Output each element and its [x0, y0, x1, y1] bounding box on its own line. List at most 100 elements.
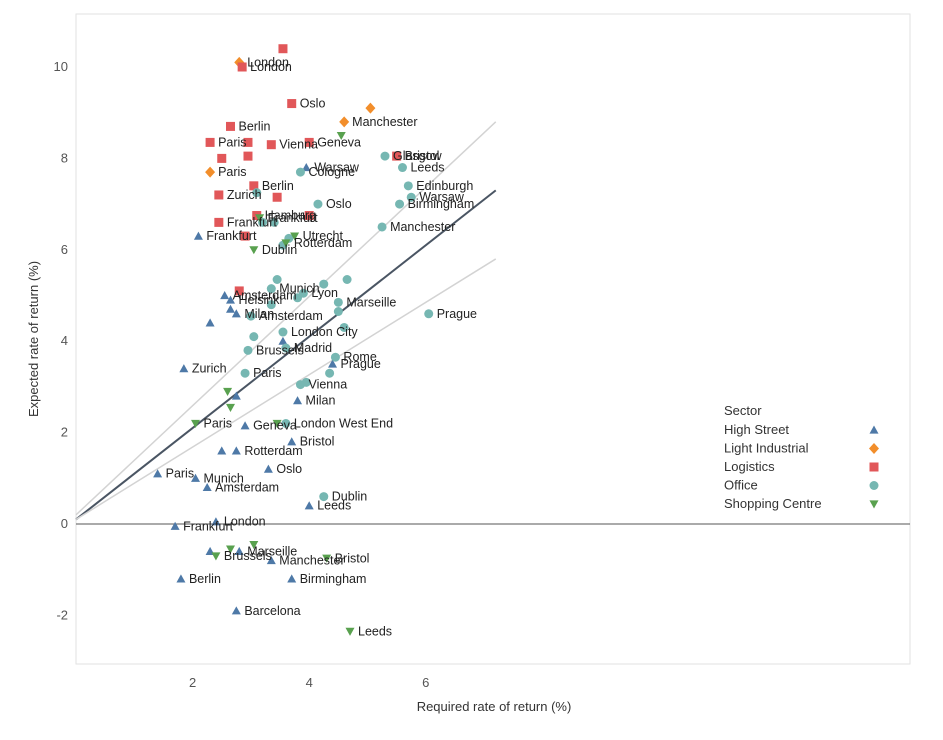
logistics-point	[304, 211, 314, 221]
office-point	[339, 322, 349, 332]
point-label: Leeds	[410, 161, 444, 175]
point-label: Zurich	[227, 188, 262, 202]
shopping-centre-point	[255, 214, 265, 223]
point-label: Barcelona	[244, 604, 300, 618]
reference-line	[75, 121, 497, 516]
office-point	[319, 492, 329, 502]
office-point	[313, 199, 323, 209]
point-label: Dublin	[262, 243, 297, 257]
logistics-point	[234, 286, 244, 296]
office-point	[397, 163, 407, 173]
point-label: Amsterdam	[259, 309, 323, 323]
x-tick-label: 4	[306, 675, 313, 690]
point-label: Utrecht	[303, 229, 344, 243]
shopping-centre-point	[249, 246, 259, 255]
high-street-point	[217, 446, 227, 455]
logistics-point	[240, 231, 250, 241]
point-label: Glasgow	[393, 149, 443, 163]
point-label: Amsterdam	[233, 289, 297, 303]
high-street-point	[240, 421, 250, 430]
office-point	[278, 327, 288, 337]
high-street-point	[225, 304, 235, 313]
point-label: Prague	[437, 307, 477, 321]
high-street-point	[191, 473, 201, 482]
logistics-point	[249, 181, 259, 191]
point-label: Bristol	[405, 149, 440, 163]
high-street-point	[234, 546, 244, 556]
shopping-centre-point	[281, 239, 291, 248]
y-tick-label: 8	[61, 150, 68, 165]
high-street-point	[328, 359, 338, 368]
point-label: Paris	[166, 467, 194, 481]
office-point	[424, 309, 434, 319]
logistics-point	[243, 137, 253, 147]
point-label: Bristol	[300, 435, 335, 449]
point-label: Paris	[253, 366, 281, 380]
shopping-centre-point	[336, 131, 346, 141]
shopping-centre-point	[191, 419, 201, 428]
high-street-point	[263, 464, 273, 473]
point-label: Leeds	[358, 624, 392, 638]
point-label: Manchester	[279, 554, 344, 568]
point-label: Paris	[204, 416, 232, 430]
office-point	[240, 368, 250, 378]
logistics-point	[214, 190, 224, 200]
logistics-point	[392, 151, 402, 161]
point-label: Cologne	[308, 165, 355, 179]
legend-marker	[869, 481, 879, 490]
point-label: Munich	[204, 471, 244, 485]
high-street-point	[304, 501, 314, 510]
y-tick-label: 10	[54, 59, 68, 74]
office-point	[319, 279, 329, 289]
logistics-point	[278, 44, 288, 54]
office-point	[246, 311, 256, 321]
office-point	[266, 284, 276, 294]
y-axis-ticks: -2 0 2 4 6 8 10	[54, 59, 68, 622]
legend-label: Light Industrial	[724, 441, 809, 456]
logistics-point	[304, 137, 314, 147]
point-label: Berlin	[238, 119, 270, 133]
logistics-point	[243, 151, 253, 161]
y-tick-label: 6	[61, 242, 68, 257]
point-label: Prague	[341, 357, 381, 371]
reference-line	[75, 189, 497, 521]
legend-marker	[869, 443, 879, 454]
point-label: Leeds	[317, 499, 351, 513]
point-label: Brussels	[224, 549, 272, 563]
point-label: Madrid	[294, 341, 332, 355]
high-street-point	[202, 482, 212, 492]
point-label: Birmingham	[300, 572, 367, 586]
office-point	[380, 151, 390, 161]
office-point	[281, 418, 291, 428]
point-label: Oslo	[276, 462, 302, 476]
legend-marker	[869, 425, 879, 434]
point-label: Rome	[343, 350, 376, 364]
point-label: Paris	[218, 165, 246, 179]
x-axis-ticks: 2 4 6	[189, 675, 429, 690]
high-street-point	[266, 556, 276, 565]
office-point	[342, 275, 352, 285]
high-street-point	[287, 574, 297, 583]
y-tick-label: -2	[56, 607, 68, 622]
y-tick-label: 0	[61, 516, 68, 531]
point-label: Frankfurt	[206, 229, 257, 243]
point-label: Manchester	[352, 115, 417, 129]
point-label: Warsaw	[419, 190, 465, 204]
office-point	[269, 217, 279, 227]
point-label: Edinburgh	[416, 179, 473, 193]
legend-label: Shopping Centre	[724, 496, 822, 511]
legend: Sector High Street Light Industrial Logist…	[724, 403, 879, 511]
shopping-centre-point	[225, 403, 235, 412]
office-point	[403, 181, 413, 191]
logistics-point	[217, 153, 227, 163]
shopping-centre-point	[272, 419, 282, 428]
legend-label: High Street	[724, 422, 789, 437]
point-label: London West End	[294, 416, 393, 430]
office-point	[281, 343, 291, 353]
office-point	[333, 297, 343, 307]
high-street-point	[193, 231, 203, 240]
high-street-point	[176, 574, 186, 583]
point-label: Milan	[306, 394, 336, 408]
office-point	[295, 167, 305, 177]
